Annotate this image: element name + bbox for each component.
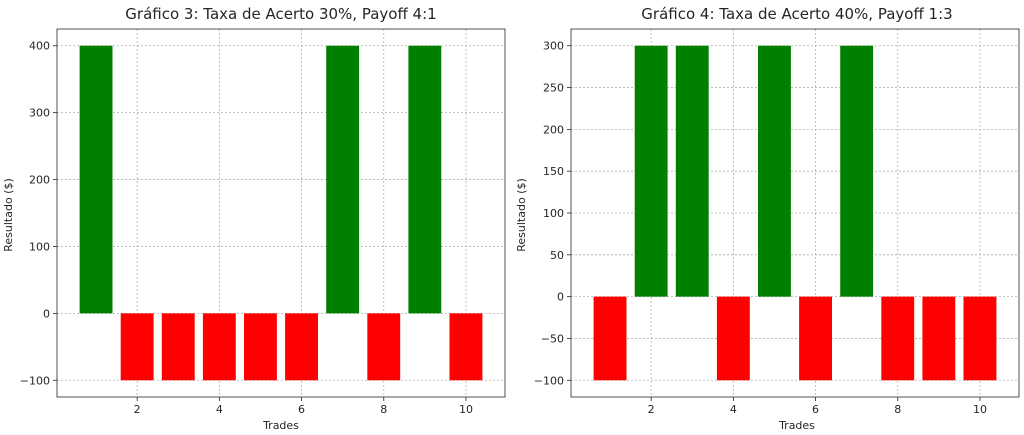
y-tick-label: 50 xyxy=(550,249,564,262)
y-tick-label: 150 xyxy=(543,165,564,178)
chart-title: Gráfico 4: Taxa de Acerto 40%, Payoff 1:… xyxy=(641,5,952,23)
plot-frame xyxy=(56,28,506,398)
bar-trade-6 xyxy=(285,313,318,381)
bar-trade-4 xyxy=(202,313,236,381)
bar-trade-1 xyxy=(79,45,113,314)
bar-trade-5 xyxy=(244,313,277,381)
bar-trade-7 xyxy=(840,45,874,297)
bar-trade-1 xyxy=(593,296,627,381)
bar-trade-2 xyxy=(120,313,154,381)
bar-trade-10 xyxy=(963,296,997,381)
x-tick-label: 4 xyxy=(730,403,737,416)
x-tick-label: 6 xyxy=(812,403,819,416)
y-tick-label: −100 xyxy=(20,374,50,387)
bar-trade-9 xyxy=(922,296,956,381)
bar-trade-10 xyxy=(449,313,483,381)
bar-trade-3 xyxy=(675,45,709,297)
bar-trade-6 xyxy=(799,296,832,381)
x-axis-label: Trades xyxy=(262,419,299,432)
y-tick-label: 100 xyxy=(29,240,50,253)
x-tick-label: 6 xyxy=(298,403,305,416)
x-tick-label: 8 xyxy=(894,403,901,416)
bar-trade-8 xyxy=(881,296,915,381)
x-tick-label: 10 xyxy=(459,403,473,416)
bars xyxy=(593,45,997,381)
x-tick-label: 8 xyxy=(380,403,387,416)
x-tick-label: 2 xyxy=(648,403,655,416)
bar-trade-4 xyxy=(716,296,750,381)
y-axis-label: Resultado ($) xyxy=(515,178,528,252)
y-axis-label: Resultado ($) xyxy=(2,178,15,252)
bars xyxy=(79,45,483,381)
bar-trade-9 xyxy=(408,45,442,314)
y-tick-label: 400 xyxy=(29,40,50,53)
y-tick-label: 200 xyxy=(543,123,564,136)
chart-title: Gráfico 3: Taxa de Acerto 30%, Payoff 4:… xyxy=(125,5,436,23)
y-tick-label: 0 xyxy=(557,291,564,304)
bar-trade-8 xyxy=(367,313,401,381)
x-tick-label: 10 xyxy=(973,403,987,416)
y-tick-label: 0 xyxy=(43,307,50,320)
bar-trade-3 xyxy=(161,313,195,381)
bar-trade-5 xyxy=(758,45,791,297)
y-tick-label: 300 xyxy=(29,107,50,120)
y-tick-label: 250 xyxy=(543,82,564,95)
bar-trade-7 xyxy=(326,45,360,314)
y-tick-label: 100 xyxy=(543,207,564,220)
x-tick-label: 4 xyxy=(216,403,223,416)
chart-grafico-4: Gráfico 4: Taxa de Acerto 40%, Payoff 1:… xyxy=(515,5,1020,432)
bar-trade-2 xyxy=(634,45,668,297)
y-tick-label: −100 xyxy=(534,374,564,387)
x-axis-label: Trades xyxy=(778,419,815,432)
y-tick-label: −50 xyxy=(541,332,564,345)
chart-grafico-3: Gráfico 3: Taxa de Acerto 30%, Payoff 4:… xyxy=(2,5,506,432)
y-tick-label: 300 xyxy=(543,40,564,53)
y-tick-label: 200 xyxy=(29,174,50,187)
x-tick-label: 2 xyxy=(134,403,141,416)
